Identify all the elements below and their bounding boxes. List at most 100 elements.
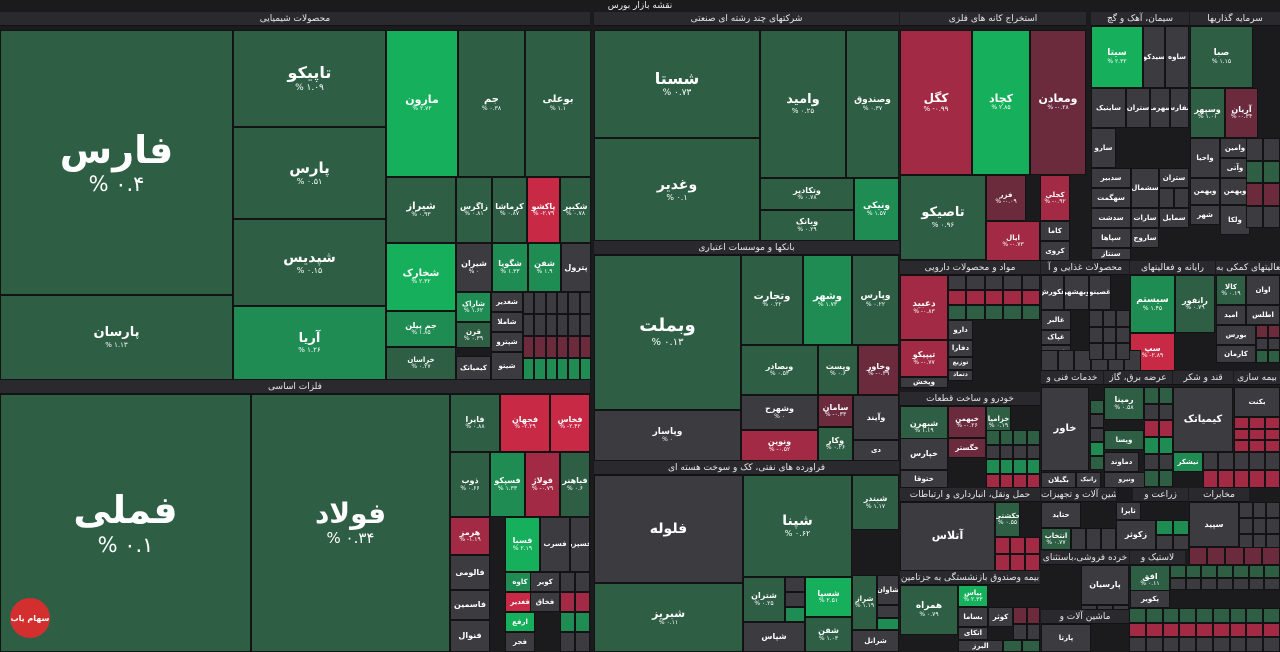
stock-tile[interactable]: وسپهر% ۱.۰۱ (1190, 88, 1225, 138)
minor-stock-tile[interactable] (568, 292, 580, 314)
stock-tile[interactable]: شسپا% ۲.۵۱ (805, 577, 852, 617)
stock-tile[interactable]: وپارس% ۰.۲۲ (852, 255, 899, 345)
minor-stock-tile[interactable] (1212, 608, 1230, 623)
minor-stock-tile[interactable] (1170, 577, 1186, 590)
minor-stock-tile[interactable] (1102, 310, 1117, 327)
stock-tile[interactable]: وکار% ۰.۲۶ (818, 427, 853, 461)
stock-tile[interactable]: وامید% ۰.۲۵ (760, 30, 846, 178)
minor-stock-tile[interactable] (986, 473, 1000, 488)
stock-tile[interactable]: وبانک% ۰.۲۹ (760, 210, 854, 241)
stock-tile[interactable]: ولکا (1220, 205, 1250, 235)
stock-tile[interactable]: شاراک% ۱.۶۲ (456, 292, 491, 322)
minor-stock-tile[interactable] (1021, 275, 1040, 290)
minor-stock-tile[interactable] (1229, 608, 1247, 623)
stock-tile[interactable]: پاکشو% -۲.۷۹ (527, 177, 560, 243)
minor-stock-tile[interactable] (1264, 440, 1280, 452)
minor-stock-tile[interactable] (986, 444, 1000, 459)
stock-tile[interactable]: آتلاس (900, 502, 995, 571)
minor-stock-tile[interactable] (1097, 605, 1113, 610)
minor-stock-tile[interactable] (568, 358, 580, 380)
minor-stock-tile[interactable] (984, 305, 1004, 320)
stock-tile[interactable]: کارمان (1216, 345, 1256, 363)
minor-stock-tile[interactable] (1158, 403, 1173, 421)
stock-tile[interactable]: ذوب% ۰.۶۶ (450, 452, 490, 517)
stock-tile[interactable]: وبملت% ۰.۱۳ (594, 255, 741, 410)
minor-stock-tile[interactable] (1158, 437, 1173, 454)
minor-stock-tile[interactable] (1013, 607, 1027, 624)
minor-stock-tile[interactable] (1089, 343, 1103, 360)
minor-stock-tile[interactable] (1239, 502, 1253, 518)
stock-tile[interactable]: وآیند (853, 395, 899, 440)
stock-tile[interactable]: وشهرح% ۰ (741, 395, 818, 430)
stock-tile[interactable]: نیشکر (1173, 452, 1203, 472)
stock-tile[interactable]: شکبیر% ۰.۷۸ (560, 177, 591, 243)
minor-stock-tile[interactable] (1026, 623, 1040, 640)
minor-stock-tile[interactable] (1263, 160, 1280, 183)
minor-stock-tile[interactable] (986, 459, 1000, 474)
minor-stock-tile[interactable] (1158, 470, 1173, 487)
stock-tile[interactable]: کالا% ۰.۱۹ (1216, 275, 1246, 305)
minor-stock-tile[interactable] (1013, 459, 1027, 474)
minor-stock-tile[interactable] (560, 632, 575, 652)
stock-tile[interactable]: البرز (958, 640, 1003, 652)
stock-tile[interactable]: کجلی% -۰.۹۲ (1040, 175, 1070, 221)
stock-tile[interactable]: شیراز% ۰.۹۳ (386, 177, 456, 243)
minor-stock-tile[interactable] (1021, 305, 1040, 320)
minor-stock-tile[interactable] (1179, 637, 1197, 652)
minor-stock-tile[interactable] (1089, 310, 1103, 327)
stock-tile[interactable]: سفارس (1170, 88, 1189, 128)
minor-stock-tile[interactable] (1158, 387, 1173, 404)
stock-tile[interactable]: پیاس% ۲.۳۳ (958, 585, 988, 607)
stock-tile[interactable]: ارفع (505, 612, 535, 632)
minor-stock-tile[interactable] (1229, 637, 1247, 652)
stock-tile[interactable]: شپترو (491, 332, 523, 352)
minor-stock-tile[interactable] (534, 358, 546, 380)
stock-tile[interactable]: سهرمز (1150, 88, 1170, 128)
stock-tile[interactable]: شپدیس% ۰.۱۵ (233, 219, 386, 306)
stock-tile[interactable]: شستا% ۰.۷۳ (594, 30, 760, 138)
stock-tile[interactable]: وامین (1220, 138, 1250, 158)
stock-tile[interactable]: رمپنا% ۰.۵۸ (1104, 387, 1144, 420)
stock-tile[interactable]: وآتی (1220, 158, 1250, 178)
stock-tile[interactable]: کگل% -۰.۹۹ (900, 30, 972, 175)
minor-stock-tile[interactable] (1266, 518, 1280, 534)
minor-stock-tile[interactable] (1234, 428, 1250, 441)
minor-stock-tile[interactable] (1249, 452, 1265, 470)
minor-stock-tile[interactable] (1249, 417, 1265, 429)
minor-stock-tile[interactable] (1232, 577, 1249, 590)
stock-tile[interactable]: بوعلی% ۱.۱ (525, 30, 591, 177)
minor-stock-tile[interactable] (1090, 442, 1104, 456)
minor-stock-tile[interactable] (1268, 350, 1280, 363)
stock-tile[interactable]: فسپزر (570, 517, 590, 572)
minor-stock-tile[interactable] (545, 314, 557, 336)
stock-tile[interactable]: غالبر (1041, 310, 1071, 330)
minor-stock-tile[interactable] (1144, 470, 1159, 487)
minor-stock-tile[interactable] (1264, 577, 1280, 590)
stock-tile[interactable]: وتکادیر% ۰.۷۸ (760, 178, 854, 210)
stock-tile[interactable]: شاملا (491, 312, 523, 332)
minor-stock-tile[interactable] (1264, 428, 1280, 441)
stock-tile[interactable]: سارو (1091, 128, 1116, 168)
stock-tile[interactable]: شاوان (877, 575, 899, 605)
stock-tile[interactable]: سنتاز (1091, 248, 1131, 260)
stock-tile[interactable]: پارس% ۰.۵۱ (233, 127, 386, 219)
stock-tile[interactable]: بورس (1216, 325, 1256, 345)
stock-tile[interactable]: وخاور% -۰.۳۹ (858, 345, 899, 395)
minor-stock-tile[interactable] (1263, 637, 1280, 652)
stock-tile[interactable]: زکوثر (1116, 520, 1156, 550)
stock-tile[interactable]: امید (1216, 305, 1246, 325)
stock-tile[interactable]: فلوله (594, 475, 743, 583)
stock-tile[interactable]: وبهشهر (1064, 275, 1089, 310)
minor-stock-tile[interactable] (1116, 343, 1130, 360)
minor-stock-tile[interactable] (545, 336, 557, 358)
minor-stock-tile[interactable] (1264, 417, 1280, 429)
stock-tile[interactable]: پارسان% ۱.۱۳ (0, 295, 233, 380)
stock-tile[interactable]: تاصیکو% ۰.۹۶ (900, 175, 986, 260)
minor-stock-tile[interactable] (999, 459, 1013, 474)
minor-stock-tile[interactable] (1101, 528, 1116, 550)
stock-tile[interactable]: فولاد% ۰.۳۴ (251, 394, 450, 652)
minor-stock-tile[interactable] (1179, 608, 1197, 623)
minor-stock-tile[interactable] (1256, 325, 1268, 338)
stock-tile[interactable]: صبا% ۱.۱۵ (1190, 26, 1253, 88)
minor-stock-tile[interactable] (1144, 403, 1159, 421)
